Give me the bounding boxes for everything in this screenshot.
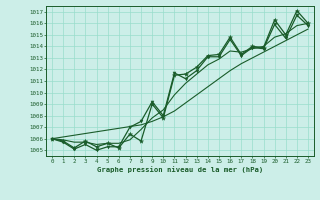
X-axis label: Graphe pression niveau de la mer (hPa): Graphe pression niveau de la mer (hPa) [97,166,263,173]
